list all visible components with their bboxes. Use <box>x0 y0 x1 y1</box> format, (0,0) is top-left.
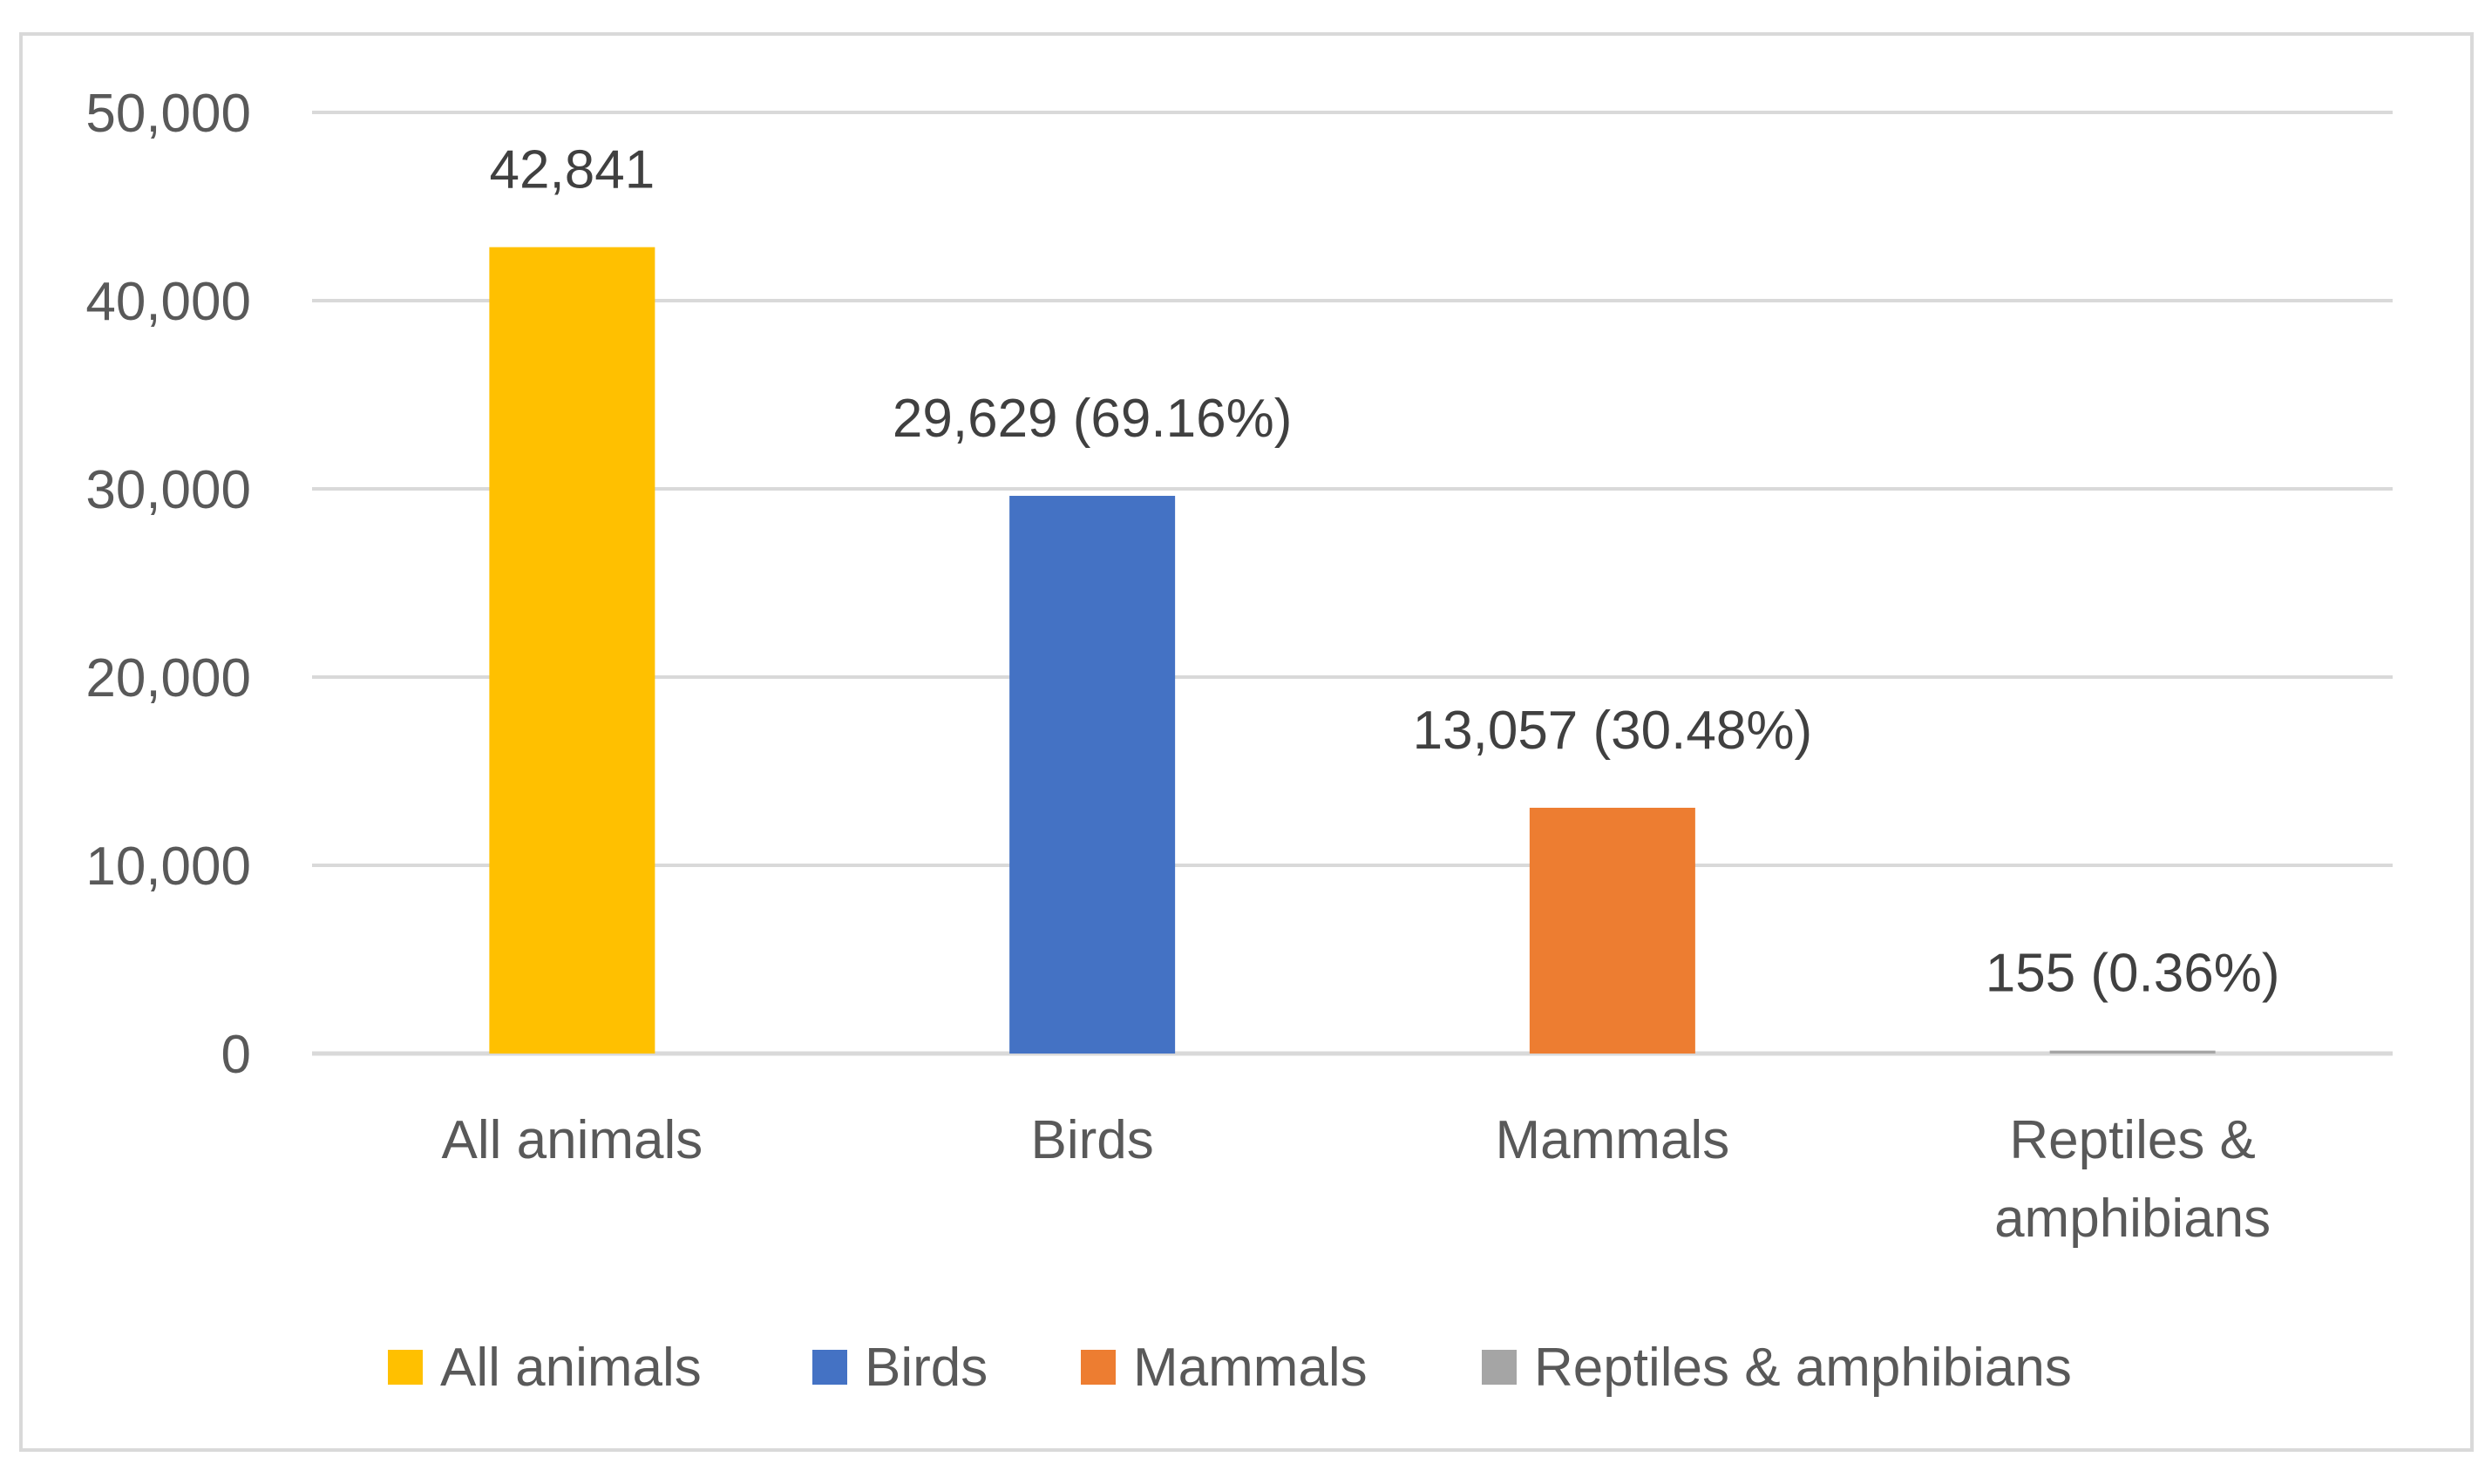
bar-reptiles-amphibians <box>2049 1050 2216 1054</box>
legend: All animals Birds Mammals Reptiles & amphib… <box>388 1338 2072 1398</box>
bars <box>489 247 2216 1054</box>
y-tick-label: 10,000 <box>85 837 251 897</box>
data-labels: 42,841 29,629 (69.16%) 13,057 (30.48%) 155 … <box>490 140 2280 1004</box>
legend-swatch <box>388 1350 423 1385</box>
x-tick-label: Reptiles & amphibians <box>1994 1110 2271 1249</box>
gridlines <box>312 111 2393 1056</box>
legend-label: Reptiles & amphibians <box>1534 1338 2072 1398</box>
legend-label: Birds <box>865 1338 988 1398</box>
legend-item: Reptiles & amphibians <box>1482 1338 2072 1398</box>
y-tick-label: 40,000 <box>85 272 251 332</box>
legend-swatch <box>1081 1350 1116 1385</box>
y-tick-label: 30,000 <box>85 460 251 520</box>
data-label: 13,057 (30.48%) <box>1413 701 1812 761</box>
data-label: 29,629 (69.16%) <box>893 389 1292 449</box>
x-tick-label: All animals <box>441 1110 703 1170</box>
y-axis-ticks: 0 10,000 20,000 30,000 40,000 50,000 <box>85 84 251 1085</box>
legend-swatch <box>1482 1350 1517 1385</box>
data-label: 42,841 <box>490 140 655 200</box>
legend-label: All animals <box>440 1338 702 1398</box>
x-tick-label: Birds <box>1030 1110 1153 1170</box>
legend-swatch <box>812 1350 847 1385</box>
data-label: 155 (0.36%) <box>1986 944 2280 1004</box>
bar-mammals <box>1529 807 1695 1054</box>
legend-label: Mammals <box>1133 1338 1368 1398</box>
y-tick-label: 50,000 <box>85 84 251 144</box>
y-tick-label: 0 <box>221 1025 251 1085</box>
legend-item: All animals <box>388 1338 702 1398</box>
legend-item: Birds <box>812 1338 988 1398</box>
legend-item: Mammals <box>1081 1338 1368 1398</box>
bar-birds <box>1009 496 1176 1054</box>
bar-all-animals <box>489 247 655 1054</box>
y-tick-label: 20,000 <box>85 648 251 708</box>
chart-frame <box>19 32 2474 1452</box>
x-axis-labels: All animals Birds Mammals Reptiles & amphibi… <box>441 1110 2271 1249</box>
x-tick-label: Mammals <box>1496 1110 1730 1170</box>
